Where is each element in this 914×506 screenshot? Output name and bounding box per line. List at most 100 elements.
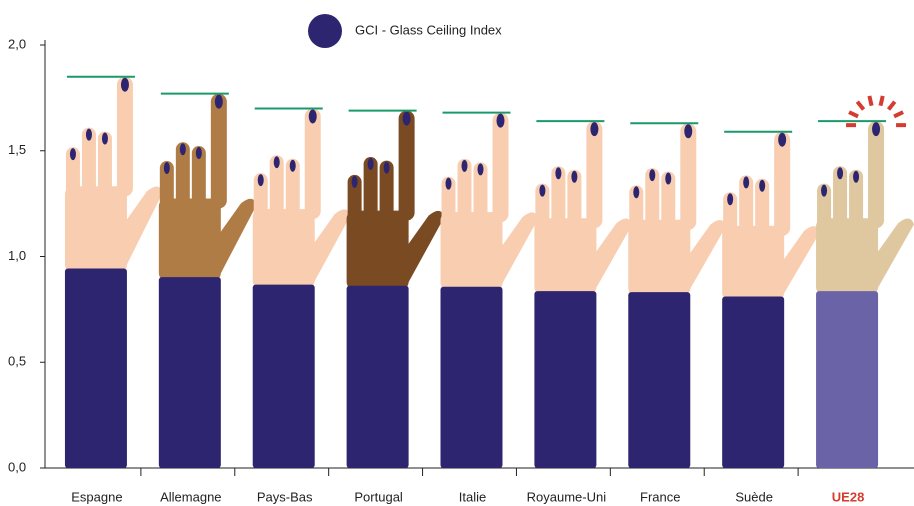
nail [590, 122, 599, 137]
finger [567, 169, 582, 229]
nail [778, 132, 787, 147]
finger [285, 158, 300, 220]
nail [461, 159, 468, 172]
finger [817, 183, 832, 229]
burst [878, 95, 885, 107]
y-tick-label: 1,5 [8, 142, 26, 157]
index-finger [586, 121, 603, 229]
y-tick-label: 0,5 [8, 354, 26, 369]
bar [722, 296, 785, 468]
nail [351, 175, 358, 188]
nail [684, 124, 693, 139]
finger [269, 155, 284, 220]
finger [97, 131, 112, 197]
nail [69, 148, 76, 161]
bar [346, 285, 409, 468]
bar [64, 268, 127, 468]
nail [555, 167, 562, 180]
bar [628, 292, 691, 468]
nail [633, 186, 640, 199]
nail [308, 109, 317, 124]
nail [853, 170, 860, 183]
x-tick-label: Portugal [354, 489, 403, 504]
nail [743, 176, 750, 189]
y-tick-label: 1,0 [8, 248, 26, 263]
index-finger [868, 121, 885, 229]
nail [383, 161, 390, 174]
y-tick-label: 0,0 [8, 459, 26, 474]
bar [816, 291, 879, 468]
palm [816, 218, 879, 296]
nail [367, 158, 374, 171]
index-finger [774, 131, 791, 236]
nail [257, 174, 264, 187]
nail [120, 77, 129, 92]
x-tick-label: Royaume-Uni [527, 489, 607, 504]
palm [440, 212, 503, 291]
nail [163, 162, 170, 175]
palm [346, 210, 409, 290]
index-finger [398, 110, 415, 221]
legend-label: GCI - Glass Ceiling Index [355, 22, 502, 37]
palm [252, 209, 315, 289]
nail [539, 184, 546, 197]
nail [665, 172, 672, 185]
finger [755, 178, 770, 236]
bar [534, 291, 597, 468]
y-tick-label: 2,0 [8, 36, 26, 51]
finger [379, 160, 394, 221]
bar [440, 286, 503, 468]
finger [253, 173, 268, 220]
finger [191, 146, 206, 209]
nail [821, 184, 828, 197]
x-tick-label: Pays-Bas [257, 489, 313, 504]
palm [64, 186, 127, 273]
nail [273, 156, 280, 169]
finger [551, 166, 566, 229]
finger [629, 185, 644, 230]
index-finger [680, 123, 697, 230]
finger [473, 162, 488, 223]
x-tick-label: France [640, 489, 680, 504]
index-finger [210, 93, 227, 209]
x-tick-label: Italie [459, 489, 486, 504]
index-finger [116, 76, 133, 197]
finger [645, 168, 660, 230]
x-tick-label: Allemagne [160, 489, 221, 504]
finger [81, 127, 96, 197]
nail [179, 143, 186, 156]
nail [214, 94, 223, 109]
nail [402, 111, 411, 126]
finger [739, 175, 754, 236]
burst [848, 110, 859, 119]
nail [289, 159, 296, 172]
palm [628, 219, 691, 297]
finger [457, 158, 472, 223]
bar [252, 284, 315, 468]
finger [363, 157, 378, 221]
burst [893, 110, 904, 119]
palm [534, 218, 597, 296]
nail [195, 147, 202, 160]
bar [158, 277, 221, 468]
nail [837, 167, 844, 180]
legend-swatch [308, 14, 342, 48]
nail [477, 163, 484, 176]
nail [649, 169, 656, 182]
finger [661, 171, 676, 230]
x-tick-label: Suède [735, 489, 773, 504]
x-tick-label: Espagne [71, 489, 122, 504]
finger [723, 192, 738, 236]
nail [101, 132, 108, 145]
palm [722, 225, 785, 301]
index-finger [492, 112, 509, 223]
finger [535, 183, 550, 229]
nail [727, 193, 734, 206]
finger [65, 147, 80, 197]
nail [496, 113, 505, 128]
finger [833, 166, 848, 229]
burst [867, 95, 874, 107]
finger [849, 169, 864, 229]
finger [159, 161, 174, 209]
finger [175, 142, 190, 209]
